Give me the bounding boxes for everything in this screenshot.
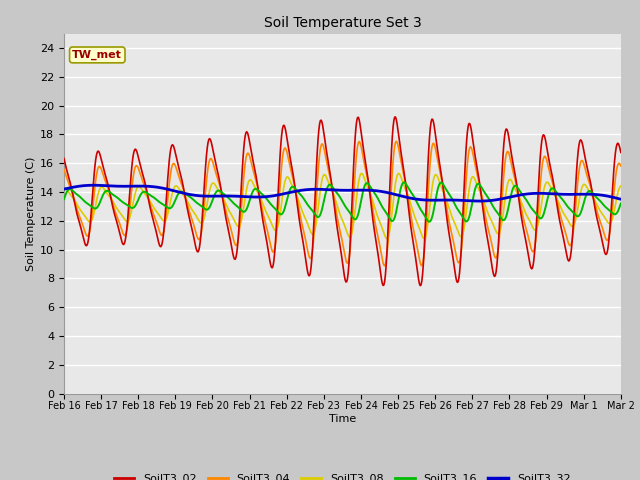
SoilT3_08 bbox=[412, 216, 419, 222]
SoilT3_32 bbox=[214, 193, 222, 199]
SoilT3_16 bbox=[184, 192, 192, 198]
SoilT3_16 bbox=[426, 219, 433, 225]
SoilT3_32 bbox=[128, 183, 136, 189]
SoilT3_32 bbox=[185, 192, 193, 197]
Text: TW_met: TW_met bbox=[72, 50, 122, 60]
SoilT3_04 bbox=[392, 139, 400, 144]
SoilT3_32 bbox=[411, 196, 419, 202]
SoilT3_32 bbox=[70, 184, 78, 190]
SoilT3_04 bbox=[412, 237, 419, 242]
SoilT3_04 bbox=[617, 163, 625, 169]
SoilT3_02 bbox=[70, 198, 78, 204]
Line: SoilT3_16: SoilT3_16 bbox=[64, 182, 621, 222]
SoilT3_32 bbox=[476, 198, 484, 204]
Line: SoilT3_04: SoilT3_04 bbox=[64, 142, 621, 266]
SoilT3_32 bbox=[90, 182, 97, 188]
SoilT3_02 bbox=[214, 168, 221, 173]
SoilT3_08 bbox=[184, 199, 192, 205]
SoilT3_16 bbox=[60, 196, 68, 202]
SoilT3_16 bbox=[70, 189, 78, 195]
SoilT3_16 bbox=[127, 205, 135, 211]
SoilT3_08 bbox=[395, 170, 403, 176]
SoilT3_04 bbox=[60, 167, 68, 173]
SoilT3_08 bbox=[214, 186, 221, 192]
SoilT3_32 bbox=[617, 196, 625, 202]
SoilT3_08 bbox=[60, 185, 68, 191]
SoilT3_02 bbox=[127, 169, 135, 175]
SoilT3_04 bbox=[428, 144, 436, 150]
SoilT3_02 bbox=[60, 156, 68, 161]
SoilT3_32 bbox=[428, 197, 435, 203]
SoilT3_16 bbox=[400, 180, 408, 185]
Line: SoilT3_08: SoilT3_08 bbox=[64, 173, 621, 239]
SoilT3_08 bbox=[617, 183, 625, 189]
Line: SoilT3_02: SoilT3_02 bbox=[64, 117, 621, 286]
Title: Soil Temperature Set 3: Soil Temperature Set 3 bbox=[264, 16, 421, 30]
SoilT3_08 bbox=[383, 236, 391, 241]
SoilT3_04 bbox=[381, 263, 388, 269]
SoilT3_02 bbox=[184, 209, 192, 215]
SoilT3_02 bbox=[392, 114, 399, 120]
SoilT3_32 bbox=[60, 186, 68, 192]
SoilT3_08 bbox=[127, 208, 135, 214]
SoilT3_02 bbox=[428, 116, 436, 122]
SoilT3_04 bbox=[214, 175, 221, 180]
SoilT3_02 bbox=[417, 283, 424, 288]
Line: SoilT3_32: SoilT3_32 bbox=[64, 185, 621, 201]
SoilT3_04 bbox=[127, 190, 135, 195]
X-axis label: Time: Time bbox=[329, 414, 356, 424]
SoilT3_08 bbox=[70, 196, 78, 202]
Legend: SoilT3_02, SoilT3_04, SoilT3_08, SoilT3_16, SoilT3_32: SoilT3_02, SoilT3_04, SoilT3_08, SoilT3_… bbox=[109, 469, 575, 480]
SoilT3_16 bbox=[214, 188, 221, 194]
SoilT3_16 bbox=[617, 201, 625, 206]
SoilT3_02 bbox=[411, 250, 419, 255]
Y-axis label: Soil Temperature (C): Soil Temperature (C) bbox=[26, 156, 36, 271]
SoilT3_16 bbox=[411, 195, 419, 201]
SoilT3_04 bbox=[184, 204, 192, 209]
SoilT3_08 bbox=[428, 187, 436, 192]
SoilT3_02 bbox=[617, 149, 625, 155]
SoilT3_16 bbox=[428, 215, 436, 221]
SoilT3_04 bbox=[70, 196, 78, 202]
